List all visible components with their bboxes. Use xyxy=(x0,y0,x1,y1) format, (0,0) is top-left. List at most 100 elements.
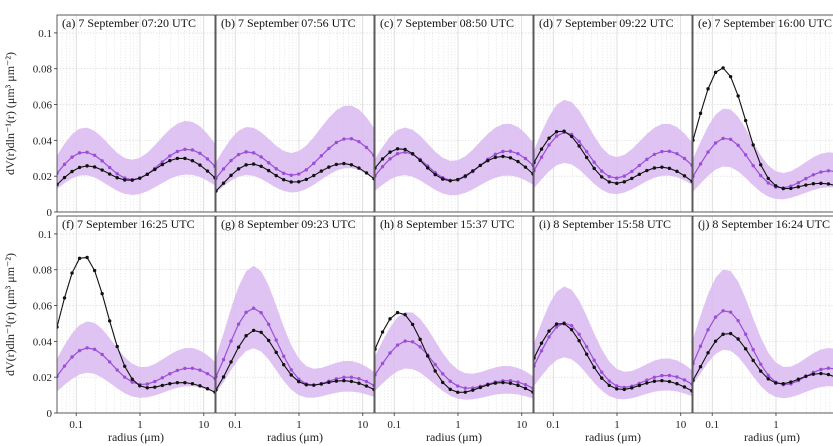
black-series-point xyxy=(364,384,369,388)
black-series-point xyxy=(357,381,361,385)
purple-series-point xyxy=(198,151,202,156)
purple-series-point xyxy=(244,150,248,154)
purple-series-point xyxy=(92,153,97,157)
black-series-point xyxy=(516,383,520,388)
purple-series-point xyxy=(297,172,301,176)
purple-series-point xyxy=(811,173,816,177)
y-tick-label: 0.04 xyxy=(33,135,53,147)
x-tick-label: 0.1 xyxy=(387,419,401,431)
black-series-point xyxy=(62,296,67,300)
panel-frame xyxy=(374,215,534,414)
black-series-point xyxy=(713,70,718,75)
black-series-point xyxy=(115,176,119,180)
purple-series-point xyxy=(342,137,346,141)
black-series-point xyxy=(698,365,703,369)
purple-series-point xyxy=(441,372,445,376)
black-series-point xyxy=(690,179,692,183)
black-series-point xyxy=(811,182,816,186)
purple-series-point xyxy=(62,364,67,368)
y-tick-label: 0.1 xyxy=(38,229,52,241)
purple-series-point xyxy=(115,172,119,176)
purple-series-point xyxy=(547,335,551,339)
black-series-point xyxy=(600,376,604,380)
black-series-point xyxy=(145,386,149,390)
black-series-point xyxy=(721,66,725,70)
purple-series-point xyxy=(183,366,187,371)
purple-uncertainty-band xyxy=(693,269,833,399)
purple-series-point xyxy=(508,149,513,153)
purple-series-line xyxy=(693,310,833,386)
black-series-point xyxy=(534,160,536,165)
black-series-point xyxy=(319,382,324,386)
panel-d: (d) 7 September 09:22 UTC xyxy=(533,14,693,213)
black-series-point xyxy=(244,334,248,338)
purple-series-point xyxy=(274,338,278,342)
purple-series-line xyxy=(693,137,833,189)
purple-series-point xyxy=(660,373,664,378)
black-series-point xyxy=(493,381,498,385)
black-series-point xyxy=(523,386,528,391)
purple-series-point xyxy=(728,137,733,141)
black-series-point xyxy=(418,337,422,342)
black-series-point xyxy=(766,377,770,381)
black-series-point xyxy=(138,384,142,388)
black-series-point xyxy=(364,171,369,175)
black-series-point xyxy=(70,271,74,275)
purple-series-point xyxy=(221,357,226,362)
y-tick-label: 0.08 xyxy=(33,265,53,277)
purple-series-point xyxy=(349,375,354,379)
x-axis-label: radius (μm) xyxy=(108,430,164,444)
black-series-point xyxy=(372,387,374,392)
black-series-point xyxy=(153,167,157,172)
black-series-point xyxy=(645,381,649,385)
black-series-point xyxy=(713,339,718,343)
purple-series-point xyxy=(523,156,528,161)
purple-series-point xyxy=(236,152,241,157)
purple-series-point xyxy=(577,139,581,144)
x-tick-label: 0.1 xyxy=(228,419,242,431)
black-series-point xyxy=(183,380,187,385)
purple-series-point xyxy=(70,355,74,359)
purple-series-point xyxy=(259,311,263,315)
purple-series-line xyxy=(534,322,692,389)
black-series-point xyxy=(138,176,142,180)
black-series-point xyxy=(130,178,134,182)
black-series-point xyxy=(743,347,748,351)
black-series-point xyxy=(667,379,672,384)
black-series-point xyxy=(622,180,626,184)
black-series-point xyxy=(743,118,748,123)
black-series-point xyxy=(85,255,89,260)
purple-series-point xyxy=(282,171,286,176)
y-tick-label: 0.02 xyxy=(33,171,52,183)
purple-series-point xyxy=(721,136,725,141)
black-series-point xyxy=(562,129,566,133)
purple-series-point xyxy=(523,382,528,387)
purple-series-point xyxy=(395,343,400,347)
panel-frame xyxy=(533,215,693,414)
plot-area xyxy=(216,105,374,193)
purple-series-line xyxy=(216,138,374,179)
black-series-point xyxy=(107,172,112,176)
purple-series-point xyxy=(531,163,533,167)
black-series-point xyxy=(297,180,301,184)
black-series-point xyxy=(622,387,626,392)
purple-series-point xyxy=(205,371,210,376)
purple-series-point xyxy=(501,149,505,154)
purple-series-point xyxy=(364,145,369,150)
purple-series-point xyxy=(372,383,374,388)
purple-series-point xyxy=(334,140,339,145)
purple-series-point xyxy=(516,380,520,384)
panel-f: (f) 7 September 16:25 UTC 0 0.02 0.04 0.06 0.… xyxy=(3,215,216,444)
purple-series-point xyxy=(357,376,361,381)
black-series-point xyxy=(266,338,271,343)
black-series-point xyxy=(706,87,710,91)
black-series-point xyxy=(274,350,278,355)
black-series-point xyxy=(216,388,218,392)
black-series-point xyxy=(62,175,67,180)
panel-frame xyxy=(692,14,833,213)
black-series-point xyxy=(554,130,559,134)
purple-series-point xyxy=(463,386,467,390)
black-series-point xyxy=(577,144,581,148)
purple-series-point xyxy=(516,151,520,156)
